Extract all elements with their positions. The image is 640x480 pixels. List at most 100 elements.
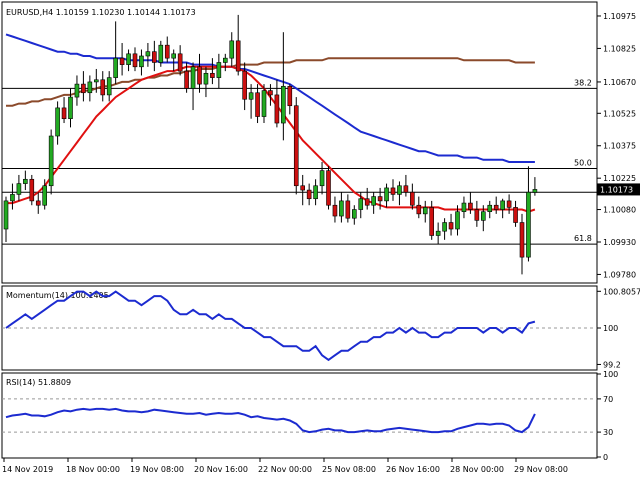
momentum-line [5, 290, 536, 362]
symbol-header: EURUSD,H4 1.10159 1.10230 1.10144 1.1017… [6, 8, 196, 17]
price-tick-label: 1.09780 [603, 270, 636, 279]
momentum-label: Momentum(14) 100.1405 [6, 291, 109, 300]
sma-mid-line [5, 33, 535, 163]
candle-bull [106, 77, 112, 96]
candle-bull [55, 107, 60, 137]
candle-bull [23, 178, 28, 184]
candle-bear [29, 178, 35, 202]
time-tick-label: 18 Nov 00:00 [66, 465, 120, 474]
candle-bull [68, 96, 73, 120]
momentum-panel: Momentum(14) 100.1405 [1, 285, 598, 371]
candle-bear [197, 66, 202, 85]
candle-bull [126, 53, 131, 65]
rsi-tick-label: 0 [603, 453, 608, 462]
candle-bear [287, 85, 293, 107]
candle-bear [177, 53, 183, 72]
momentum-tick-label: 100.8057 [603, 287, 640, 296]
current-price-box [597, 183, 640, 196]
candle-bull [229, 40, 235, 59]
price-tick-label: 1.10670 [603, 78, 636, 87]
candle-bull [422, 207, 428, 215]
candle-bear [513, 207, 518, 223]
rsi-panel: RSI(14) 51.8809 [1, 372, 598, 459]
candle-bear [132, 53, 138, 68]
price-tick-label: 1.10375 [603, 142, 636, 151]
candle-bear [448, 222, 454, 230]
price-tick-label: 1.10080 [603, 206, 636, 215]
candle-bear [377, 196, 383, 202]
current-price-label: 1.10173 [600, 185, 633, 194]
candle-bear [164, 44, 170, 59]
candle-bull [74, 83, 80, 98]
price-tick-label: 1.10975 [603, 12, 636, 21]
candle-bull [3, 200, 9, 230]
time-tick-label: 29 Nov 08:00 [514, 465, 568, 474]
candle-bear [152, 51, 157, 63]
fib-lines: 38.2 50.0 61.8 [2, 78, 597, 245]
time-tick-label: 26 Nov 16:00 [386, 465, 440, 474]
candle-bull [480, 211, 486, 221]
price-panel-frame [1, 1, 598, 284]
fib-label: 38.2 [574, 78, 592, 87]
candle-bear [81, 83, 86, 94]
candle-bull [113, 57, 118, 78]
candle-bear [235, 40, 241, 72]
candle-bull [223, 57, 228, 63]
candle-bull [87, 81, 93, 94]
candle-bear [345, 200, 351, 219]
candle-bear [274, 94, 280, 124]
candle-bull [42, 185, 48, 206]
candle-bear [519, 222, 525, 258]
candle-bear [268, 90, 273, 96]
rsi-label: RSI(14) 51.8809 [6, 378, 71, 387]
candle-bull [203, 72, 209, 85]
candle-bull [397, 185, 402, 195]
candle-bull [532, 189, 538, 193]
fib-label: 50.0 [574, 158, 592, 167]
candle-bear [184, 70, 189, 89]
time-tick-label: 25 Nov 08:00 [322, 465, 376, 474]
price-tick-label: 1.10825 [603, 44, 636, 53]
candle-bull [339, 200, 344, 217]
momentum-tick-label: 99.2 [603, 360, 621, 369]
candle-bull [358, 198, 364, 210]
candle-bear [100, 79, 106, 96]
price-axis: 1.10975 1.10825 1.10670 1.10525 1.10375 1.102… [597, 12, 640, 279]
candle-bear [403, 185, 409, 193]
candle-bull [442, 222, 447, 232]
price-tick-label: 1.09930 [603, 238, 636, 247]
candle-bear [416, 204, 422, 215]
candle-bear [242, 70, 247, 100]
price-tick-label: 1.10525 [603, 109, 636, 118]
candle-bull [500, 200, 505, 210]
momentum-tick-label: 100 [603, 324, 618, 333]
time-tick-label: 14 Nov 2019 [2, 465, 53, 474]
candle-bear [364, 198, 370, 206]
candle-bear [326, 170, 331, 206]
candle-bull [145, 51, 151, 57]
rsi-panel-frame [1, 372, 598, 459]
rsi-tick-label: 70 [603, 395, 613, 404]
time-tick-label: 22 Nov 00:00 [258, 465, 312, 474]
rsi-axis: 100 70 30 0 [597, 370, 618, 462]
rsi-line [5, 407, 536, 434]
candle-bull [384, 187, 389, 202]
candle-bull [190, 66, 196, 89]
candle-bull [319, 170, 325, 187]
candle-bull [139, 55, 144, 68]
candle-bear [468, 202, 473, 210]
candle-bear [410, 191, 415, 206]
sma-slow-line [6, 57, 535, 107]
time-tick-label: 28 Nov 00:00 [450, 465, 504, 474]
price-tick-label: 1.10225 [603, 174, 636, 183]
candle-bear [61, 107, 67, 120]
price-panel: 38.2 50.0 61.8 EURUSD,H4 1.10159 1.10230 1… [1, 1, 598, 284]
candle-bear [119, 57, 125, 65]
candle-bull [526, 191, 531, 258]
candle-bull [281, 85, 286, 124]
candle-bull [455, 211, 460, 230]
time-tick-label: 20 Nov 16:00 [194, 465, 248, 474]
time-tick-label: 19 Nov 08:00 [130, 465, 184, 474]
candles [3, 14, 538, 275]
candle-bull [216, 62, 222, 78]
